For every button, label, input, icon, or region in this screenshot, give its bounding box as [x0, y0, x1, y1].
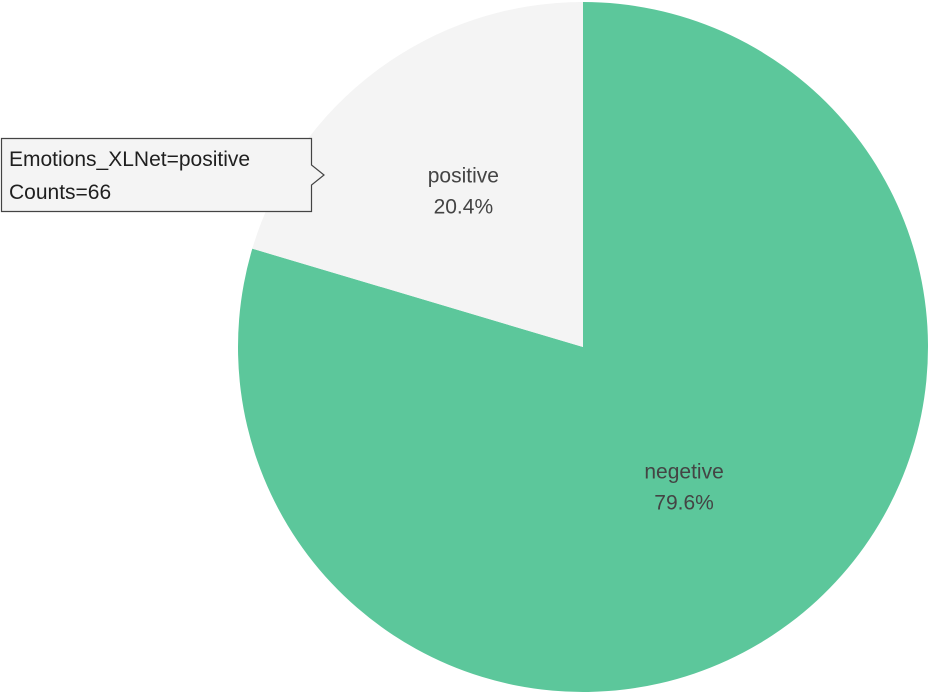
slice-label-positive: positive	[428, 165, 499, 188]
slice-percent-negetive: 79.6%	[654, 492, 714, 515]
hover-tooltip: Emotions_XLNet=positive Counts=66	[0, 137, 325, 213]
tooltip-box	[0, 137, 325, 213]
pie-slice-positive[interactable]	[252, 2, 583, 347]
tooltip-line-1: Emotions_XLNet=positive	[9, 148, 250, 171]
tooltip-line-2: Counts=66	[9, 181, 111, 204]
slices-layer	[238, 2, 929, 692]
labels-layer: negetive 79.6% positive 20.4%	[428, 165, 724, 515]
slice-percent-positive: 20.4%	[434, 196, 494, 219]
slice-label-negetive: negetive	[644, 461, 723, 484]
